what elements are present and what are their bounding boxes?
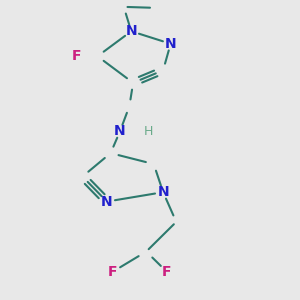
Text: N: N xyxy=(165,37,176,51)
Text: H: H xyxy=(143,125,153,138)
Text: N: N xyxy=(125,24,137,38)
Text: F: F xyxy=(162,265,172,279)
Text: N: N xyxy=(157,185,169,199)
Text: N: N xyxy=(114,124,126,138)
Text: N: N xyxy=(101,195,113,208)
Text: F: F xyxy=(108,265,117,279)
Text: F: F xyxy=(72,49,82,63)
